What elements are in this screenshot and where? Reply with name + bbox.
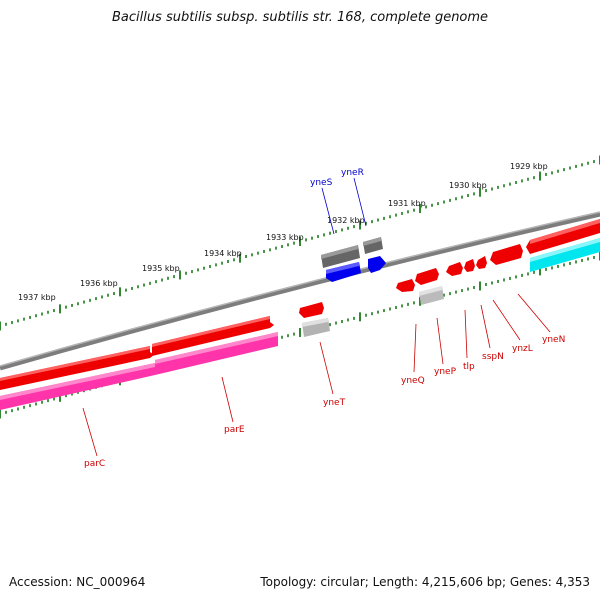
scale-label: 1935 kbp — [142, 264, 180, 273]
inner-tick-track — [0, 251, 600, 419]
gene-label-parC[interactable]: parC — [84, 459, 105, 469]
gene-sspN-forward[interactable] — [464, 259, 475, 272]
pink-genes — [0, 238, 600, 410]
genome-summary-text: Topology: circular; Length: 4,215,606 bp… — [260, 575, 590, 589]
gene-label-tlp[interactable]: tlp — [463, 362, 475, 372]
accession-text: Accession: NC_000964 — [9, 575, 146, 589]
forward-strand-genes — [0, 219, 600, 390]
genome-backbone — [0, 211, 600, 371]
scale-label: 1937 kbp — [18, 293, 56, 302]
gene-parC-forward[interactable] — [0, 346, 154, 390]
gene-yneN-forward[interactable] — [490, 244, 523, 265]
gene-label-yneS[interactable]: yneS — [310, 178, 333, 188]
scale-label: 1934 kbp — [204, 249, 242, 258]
gene-parE-forward[interactable] — [152, 316, 274, 356]
gene-yneT-forward[interactable] — [299, 302, 324, 318]
genome-backbone-highlight — [0, 211, 600, 367]
scale-label: 1931 kbp — [388, 199, 426, 208]
scale-label: 1933 kbp — [266, 233, 304, 242]
gene-label-yneT[interactable]: yneT — [323, 398, 346, 408]
scale-label: 1932 kbp — [327, 216, 365, 225]
scale-label: 1929 kbp — [510, 162, 548, 171]
gene-label-parE[interactable]: parE — [224, 425, 245, 435]
scale-label: 1936 kbp — [80, 279, 118, 288]
gene-yneP-forward[interactable] — [415, 268, 439, 285]
gene-label-yneR[interactable]: yneR — [341, 168, 364, 178]
gene-label-ynzL[interactable]: ynzL — [512, 344, 533, 354]
outer-tick-track — [0, 155, 600, 331]
gene-yneR-blue[interactable] — [368, 256, 386, 273]
gene-yneQ-forward[interactable] — [396, 279, 415, 292]
gene-label-sspN[interactable]: sspN — [482, 352, 504, 362]
gene-ynzL-forward[interactable] — [476, 256, 487, 269]
genome-title: Bacillus subtilis subsp. subtilis str. 1… — [111, 10, 489, 25]
scale-label: 1930 kbp — [449, 181, 487, 190]
gene-label-yneP[interactable]: yneP — [434, 367, 457, 377]
gene-label-yneN[interactable]: yneN — [542, 335, 565, 345]
label-leaders — [82, 177, 551, 457]
gene-tlp-forward[interactable] — [446, 262, 463, 276]
gene-label-yneQ[interactable]: yneQ — [401, 376, 425, 386]
